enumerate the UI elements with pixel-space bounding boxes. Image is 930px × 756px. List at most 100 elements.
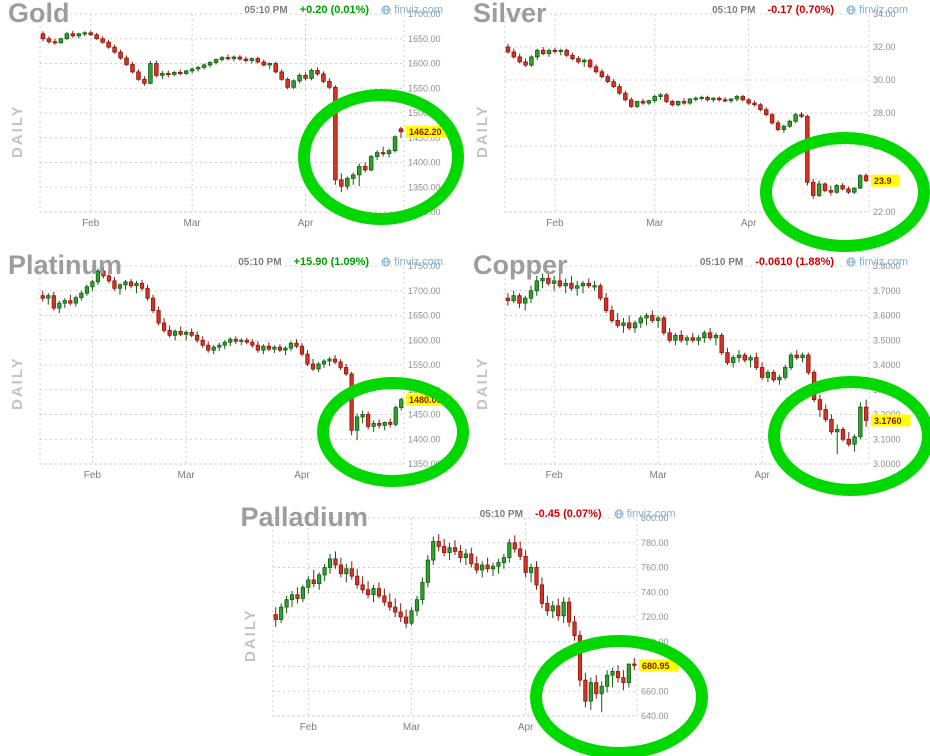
- quote-time: 05:10 PM: [699, 256, 744, 268]
- svg-text:1550.00: 1550.00: [408, 83, 441, 93]
- finviz-link[interactable]: finviz.com: [846, 256, 908, 268]
- svg-text:34.00: 34.00: [873, 9, 896, 19]
- svg-text:Mar: Mar: [178, 470, 196, 481]
- finviz-link[interactable]: finviz.com: [381, 4, 443, 16]
- quote-change: -0.17 (0.70%): [767, 4, 835, 16]
- quote-time: 05:10 PM: [712, 4, 756, 16]
- chart-title-copper: Copper: [473, 250, 568, 280]
- highlight-circle-annotation: [760, 132, 930, 252]
- svg-text:1650.00: 1650.00: [408, 311, 441, 321]
- svg-text:Feb: Feb: [546, 218, 564, 229]
- quote-change: +0.20 (0.01%): [299, 4, 370, 16]
- finviz-link-label: finviz.com: [626, 508, 676, 520]
- quote-change: -0.45 (0.07%): [534, 508, 602, 520]
- svg-text:30.00: 30.00: [873, 75, 896, 85]
- finviz-link[interactable]: finviz.com: [381, 256, 443, 268]
- silver-candlestick-plot: 22.0024.0026.0028.0030.0032.0034.00FebMa…: [504, 9, 930, 252]
- svg-text:1750.00: 1750.00: [408, 261, 441, 271]
- svg-text:720.00: 720.00: [641, 612, 669, 622]
- silver-chart: 22.0024.0026.0028.0030.0032.0034.00FebMa…: [465, 0, 930, 252]
- svg-text:Apr: Apr: [294, 470, 310, 481]
- quote-time: 05:10 PM: [479, 508, 523, 520]
- platinum-candlestick-plot: 1350.001400.001450.001500.001550.001600.…: [39, 261, 469, 487]
- gold-candlestick-plot: 1300.001350.001400.001450.001500.001550.…: [39, 9, 464, 229]
- svg-text:660.00: 660.00: [641, 686, 669, 696]
- highlight-circle-annotation: [317, 377, 469, 487]
- svg-text:3.1760: 3.1760: [874, 416, 902, 426]
- svg-text:3.4000: 3.4000: [873, 360, 901, 370]
- svg-text:Feb: Feb: [82, 218, 100, 229]
- timeframe-label: DAILY: [474, 104, 491, 158]
- svg-text:Feb: Feb: [84, 470, 102, 481]
- chart-header: 05:10 PM -0.17 (0.70%) finviz.com: [712, 4, 908, 16]
- svg-text:1700.00: 1700.00: [408, 286, 441, 296]
- finviz-link-label: finviz.com: [394, 256, 443, 268]
- svg-text:1450.00: 1450.00: [408, 410, 441, 420]
- chart-title-palladium: Palladium: [240, 502, 369, 532]
- svg-text:1600.00: 1600.00: [408, 335, 441, 345]
- svg-text:3.1000: 3.1000: [873, 434, 901, 444]
- svg-text:800.00: 800.00: [641, 513, 669, 523]
- highlight-circle-annotation: [298, 89, 464, 225]
- finviz-link-label: finviz.com: [394, 4, 443, 16]
- finviz-link[interactable]: finviz.com: [614, 508, 676, 520]
- svg-text:1450.00: 1450.00: [408, 133, 441, 143]
- timeframe-label: DAILY: [241, 608, 259, 662]
- gold-chart: 1300.00 1350.00 1400.00 1450.00 1500.00 1550.…: [0, 0, 465, 252]
- chart-header: 05:10 PM +0.20 (0.01%) finviz.com: [244, 4, 443, 16]
- svg-text:1350.00: 1350.00: [408, 459, 441, 469]
- svg-text:1500.00: 1500.00: [408, 108, 441, 118]
- svg-text:Feb: Feb: [299, 722, 317, 733]
- svg-text:3.0000: 3.0000: [873, 459, 901, 469]
- chart-header: 05:10 PM +15.90 (1.09%) finviz.com: [238, 256, 443, 268]
- svg-text:1350.00: 1350.00: [408, 182, 441, 192]
- svg-text:3.8000: 3.8000: [873, 261, 901, 271]
- palladium-chart: 640.00660.00680.00700.00720.00740.00760.…: [233, 502, 708, 756]
- finviz-link-label: finviz.com: [859, 4, 908, 16]
- svg-text:1400.00: 1400.00: [408, 434, 441, 444]
- svg-text:Apr: Apr: [741, 218, 757, 229]
- svg-text:Mar: Mar: [649, 470, 667, 481]
- globe-icon: [381, 257, 391, 267]
- highlight-circle-annotation: [768, 376, 930, 496]
- svg-text:1700.00: 1700.00: [408, 9, 441, 19]
- svg-text:1462.20: 1462.20: [409, 127, 442, 137]
- quote-time: 05:10 PM: [238, 256, 282, 268]
- chart-title-silver: Silver: [473, 0, 547, 28]
- svg-text:Apr: Apr: [517, 722, 533, 733]
- highlight-circle-annotation: [529, 635, 708, 756]
- palladium-candlestick-plot: 640.00660.00680.00700.00720.00740.00760.…: [272, 513, 708, 756]
- svg-text:1550.00: 1550.00: [408, 360, 441, 370]
- globe-icon: [846, 5, 856, 15]
- svg-text:28.00: 28.00: [873, 108, 896, 118]
- copper-chart: 3.00003.10003.20003.30003.40003.50003.60…: [465, 250, 930, 504]
- chart-title-gold: Gold: [8, 0, 70, 28]
- timeframe-label: DAILY: [474, 356, 491, 410]
- svg-text:1480.00: 1480.00: [409, 395, 442, 405]
- timeframe-label: DAILY: [9, 356, 26, 410]
- chart-header: 05:10 PM -0.45 (0.07%) finviz.com: [480, 508, 676, 520]
- svg-text:32.00: 32.00: [873, 42, 896, 52]
- svg-text:740.00: 740.00: [641, 587, 669, 597]
- chart-header: 05:10 PM -0.0610 (1.88%) finviz.com: [700, 256, 908, 268]
- svg-text:3.7000: 3.7000: [873, 286, 901, 296]
- quote-time: 05:10 PM: [244, 4, 288, 16]
- chart-title-platinum: Platinum: [8, 250, 123, 280]
- svg-text:Apr: Apr: [754, 470, 770, 481]
- svg-text:Apr: Apr: [298, 218, 314, 229]
- svg-text:1600.00: 1600.00: [408, 59, 441, 69]
- quote-change: -0.0610 (1.88%): [755, 256, 835, 268]
- globe-icon: [614, 509, 624, 519]
- svg-text:640.00: 640.00: [641, 711, 669, 721]
- svg-text:22.00: 22.00: [873, 207, 896, 217]
- quote-change: +15.90 (1.09%): [293, 256, 370, 268]
- svg-text:Mar: Mar: [184, 218, 202, 229]
- svg-text:Feb: Feb: [545, 470, 563, 481]
- svg-text:760.00: 760.00: [641, 563, 669, 573]
- platinum-chart: 1350.00 1400.00 1450.00 1500.00 1550.00 1600.…: [0, 250, 469, 504]
- svg-text:1400.00: 1400.00: [408, 158, 441, 168]
- svg-text:Mar: Mar: [646, 218, 664, 229]
- finviz-link[interactable]: finviz.com: [846, 4, 908, 16]
- svg-text:3.6000: 3.6000: [873, 311, 901, 321]
- timeframe-label: DAILY: [9, 104, 26, 158]
